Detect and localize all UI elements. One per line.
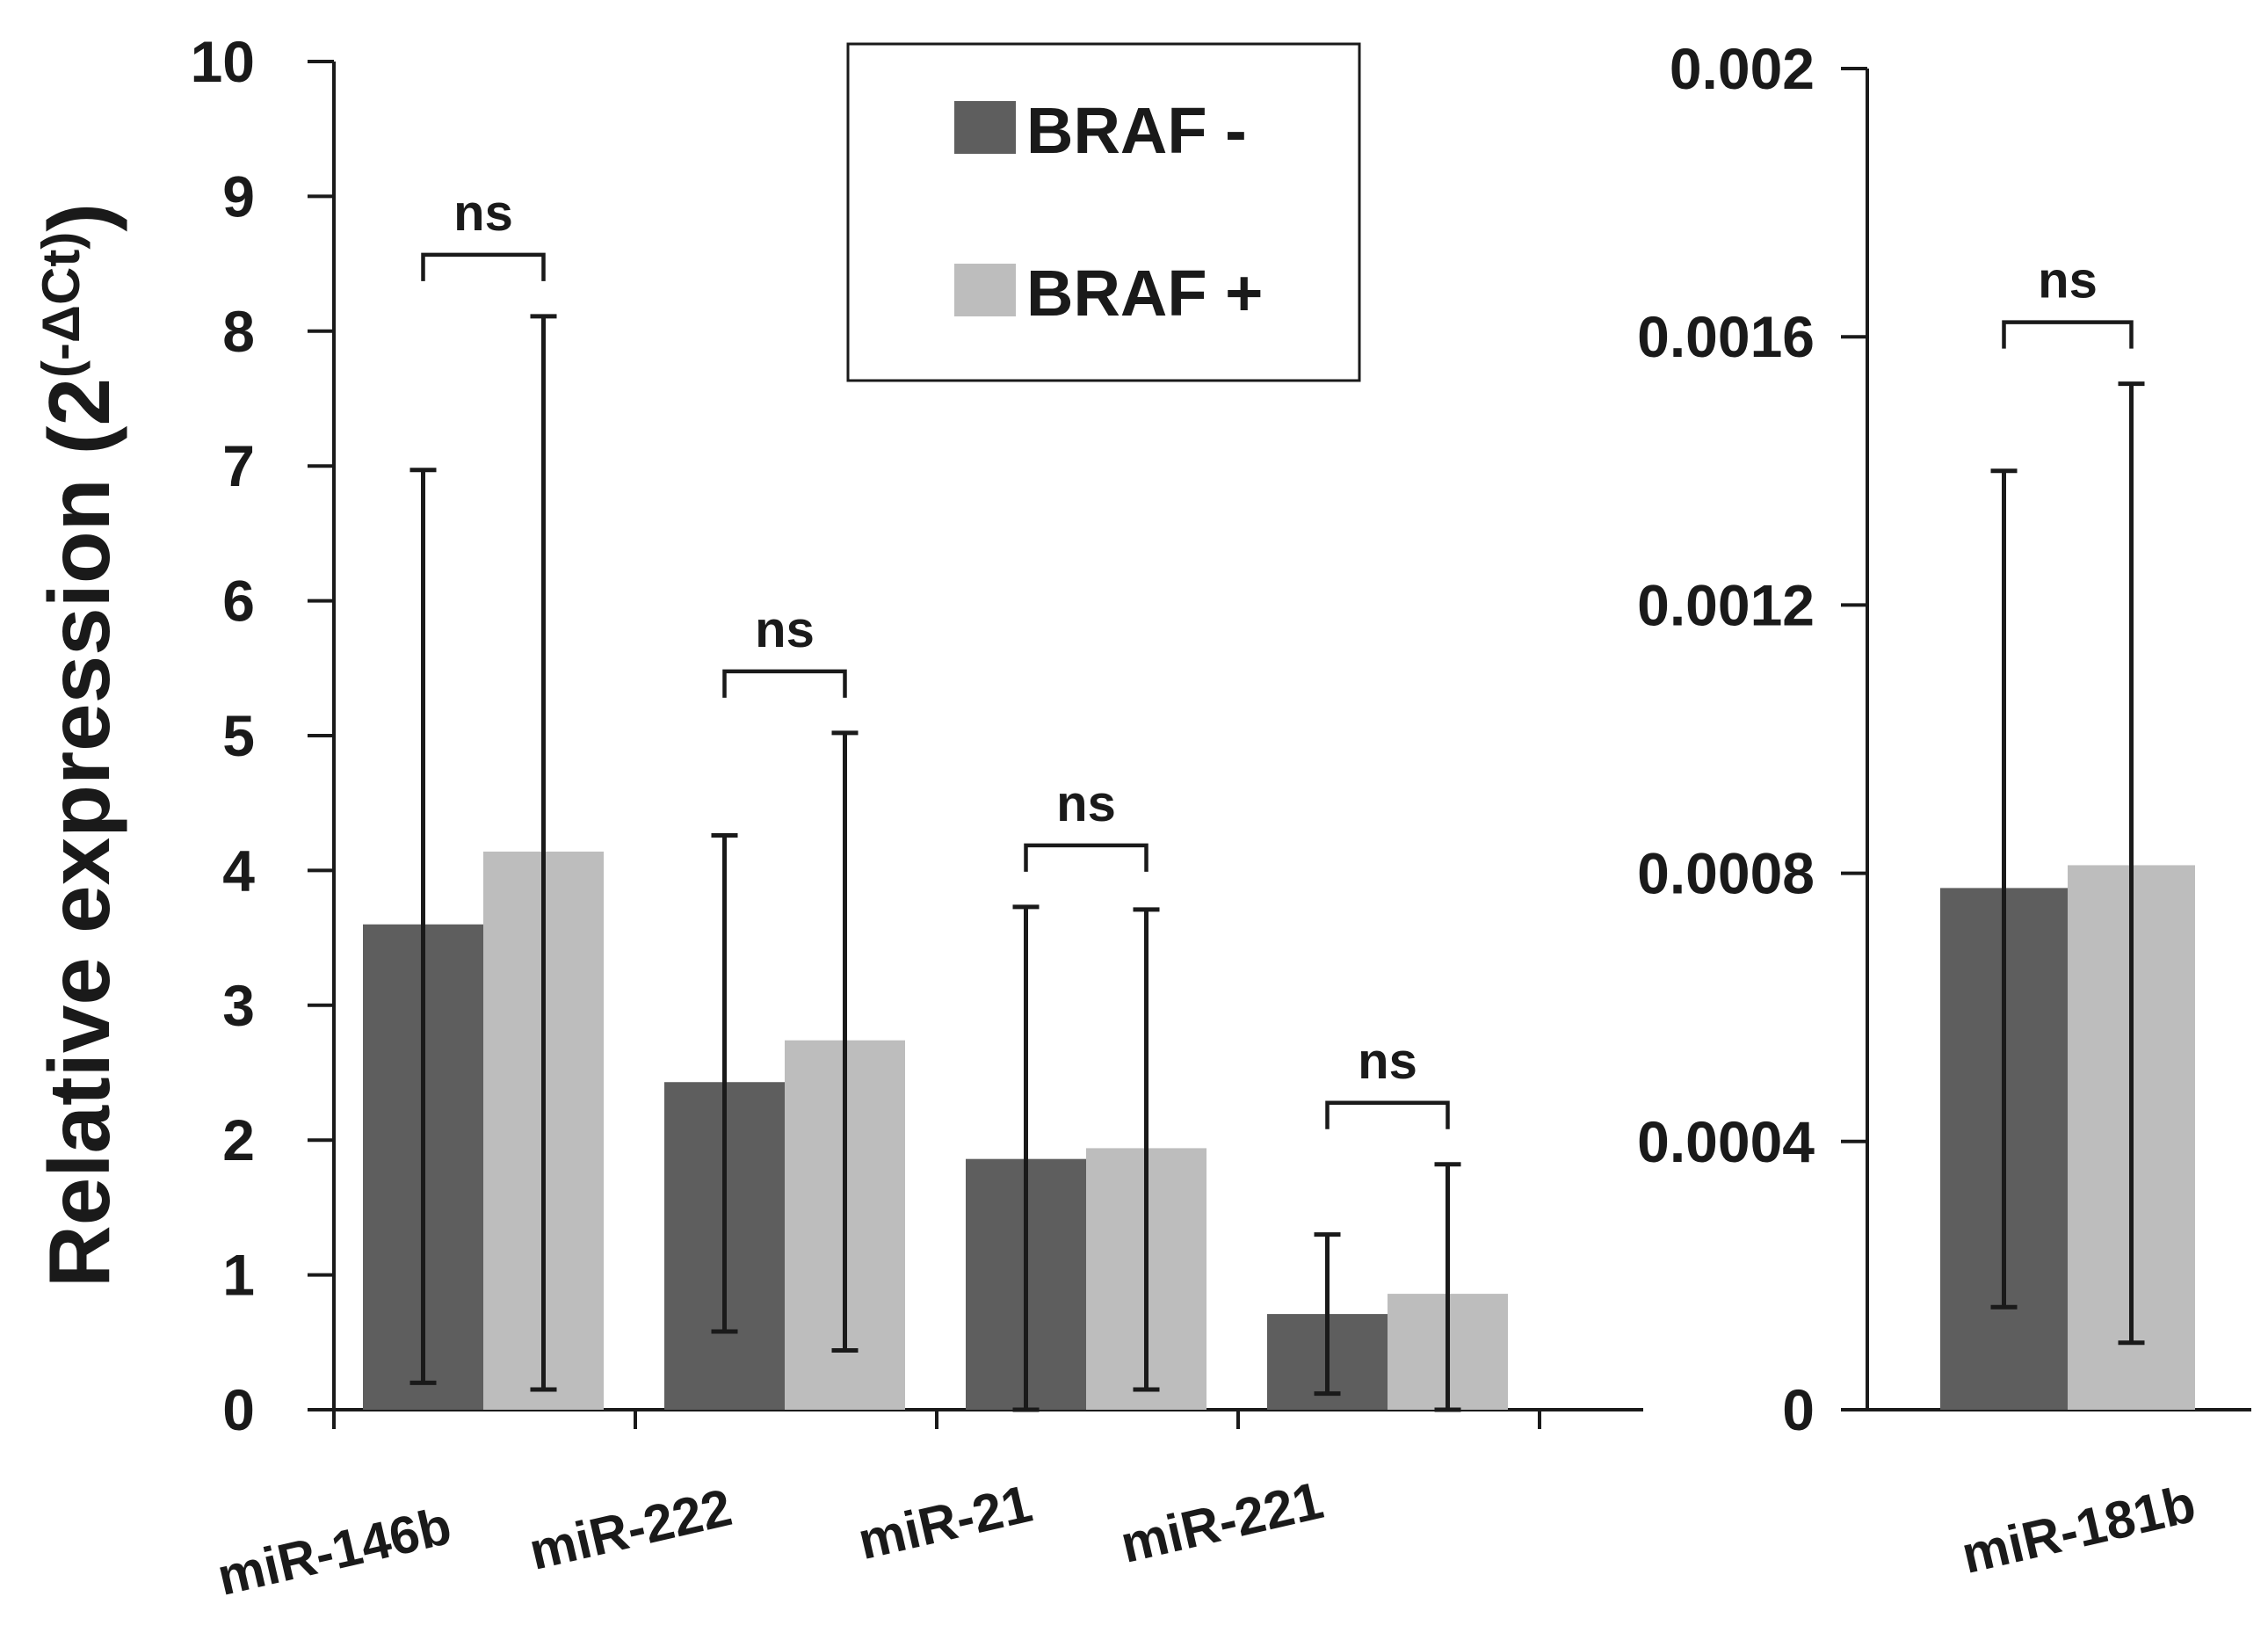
y-tick-label: 6	[222, 569, 255, 634]
significance-label-mir-21: ns	[1056, 775, 1116, 832]
y-tick-label: 2	[222, 1107, 255, 1172]
significance-bracket-mir-222	[722, 669, 847, 698]
x-category-label-mir-21: miR-21	[852, 1474, 1037, 1571]
significance-bracket-mir-181b	[2002, 320, 2134, 349]
significance-bracket-mir-21	[1024, 843, 1148, 872]
significance-label-mir-181b: ns	[2038, 252, 2098, 309]
significance-bracket-mir-221	[1325, 1100, 1450, 1129]
significance-bracket-mir-146b	[421, 252, 546, 281]
legend-swatch-braf-minus	[954, 101, 1016, 154]
left-chart-panel: 0 1 2 3 4 5 6 7 8 9 10 ns miR-146b ns miR-222 ns miR-21 n…	[191, 29, 1643, 1607]
y-tick-label: 1	[222, 1243, 255, 1308]
legend-swatch-braf-plus	[954, 264, 1016, 316]
right-chart-panel: 0 0.0004 0.0008 0.0012 0.0016 0.002 ns miR-181b	[1637, 36, 2251, 1585]
x-category-label-mir-222: miR-222	[524, 1477, 737, 1581]
significance-label-mir-146b: ns	[453, 185, 513, 242]
legend-label-braf-plus: BRAF +	[1026, 257, 1263, 330]
legend-frame	[846, 42, 1361, 382]
significance-label-mir-222: ns	[755, 601, 815, 658]
y-tick-label: 0.002	[1670, 36, 1815, 101]
chart-legend: BRAF - BRAF +	[846, 42, 1361, 382]
y-axis-title: Relative expression (2(-ΔCt))	[31, 203, 127, 1288]
y-tick-label: 0	[1782, 1377, 1815, 1442]
y-tick-label: 10	[191, 29, 255, 94]
y-tick-label: 9	[222, 163, 255, 229]
legend-label-braf-minus: BRAF -	[1026, 94, 1247, 167]
y-tick-label: 7	[222, 433, 255, 498]
significance-label-mir-221: ns	[1358, 1033, 1417, 1090]
x-category-label-mir-221: miR-221	[1115, 1470, 1329, 1574]
y-tick-label: 0.0004	[1637, 1109, 1815, 1174]
y-tick-label: 0	[222, 1377, 255, 1442]
y-tick-label: 3	[222, 973, 255, 1038]
x-category-label-mir-181b: miR-181b	[1956, 1474, 2200, 1585]
y-tick-label: 5	[222, 703, 255, 768]
y-tick-label: 4	[222, 838, 255, 903]
y-tick-label: 0.0016	[1637, 304, 1815, 369]
y-tick-label: 0.0008	[1637, 841, 1815, 906]
y-tick-label: 8	[222, 299, 255, 364]
x-category-label-mir-146b: miR-146b	[212, 1496, 456, 1607]
y-tick-label: 0.0012	[1637, 572, 1815, 637]
